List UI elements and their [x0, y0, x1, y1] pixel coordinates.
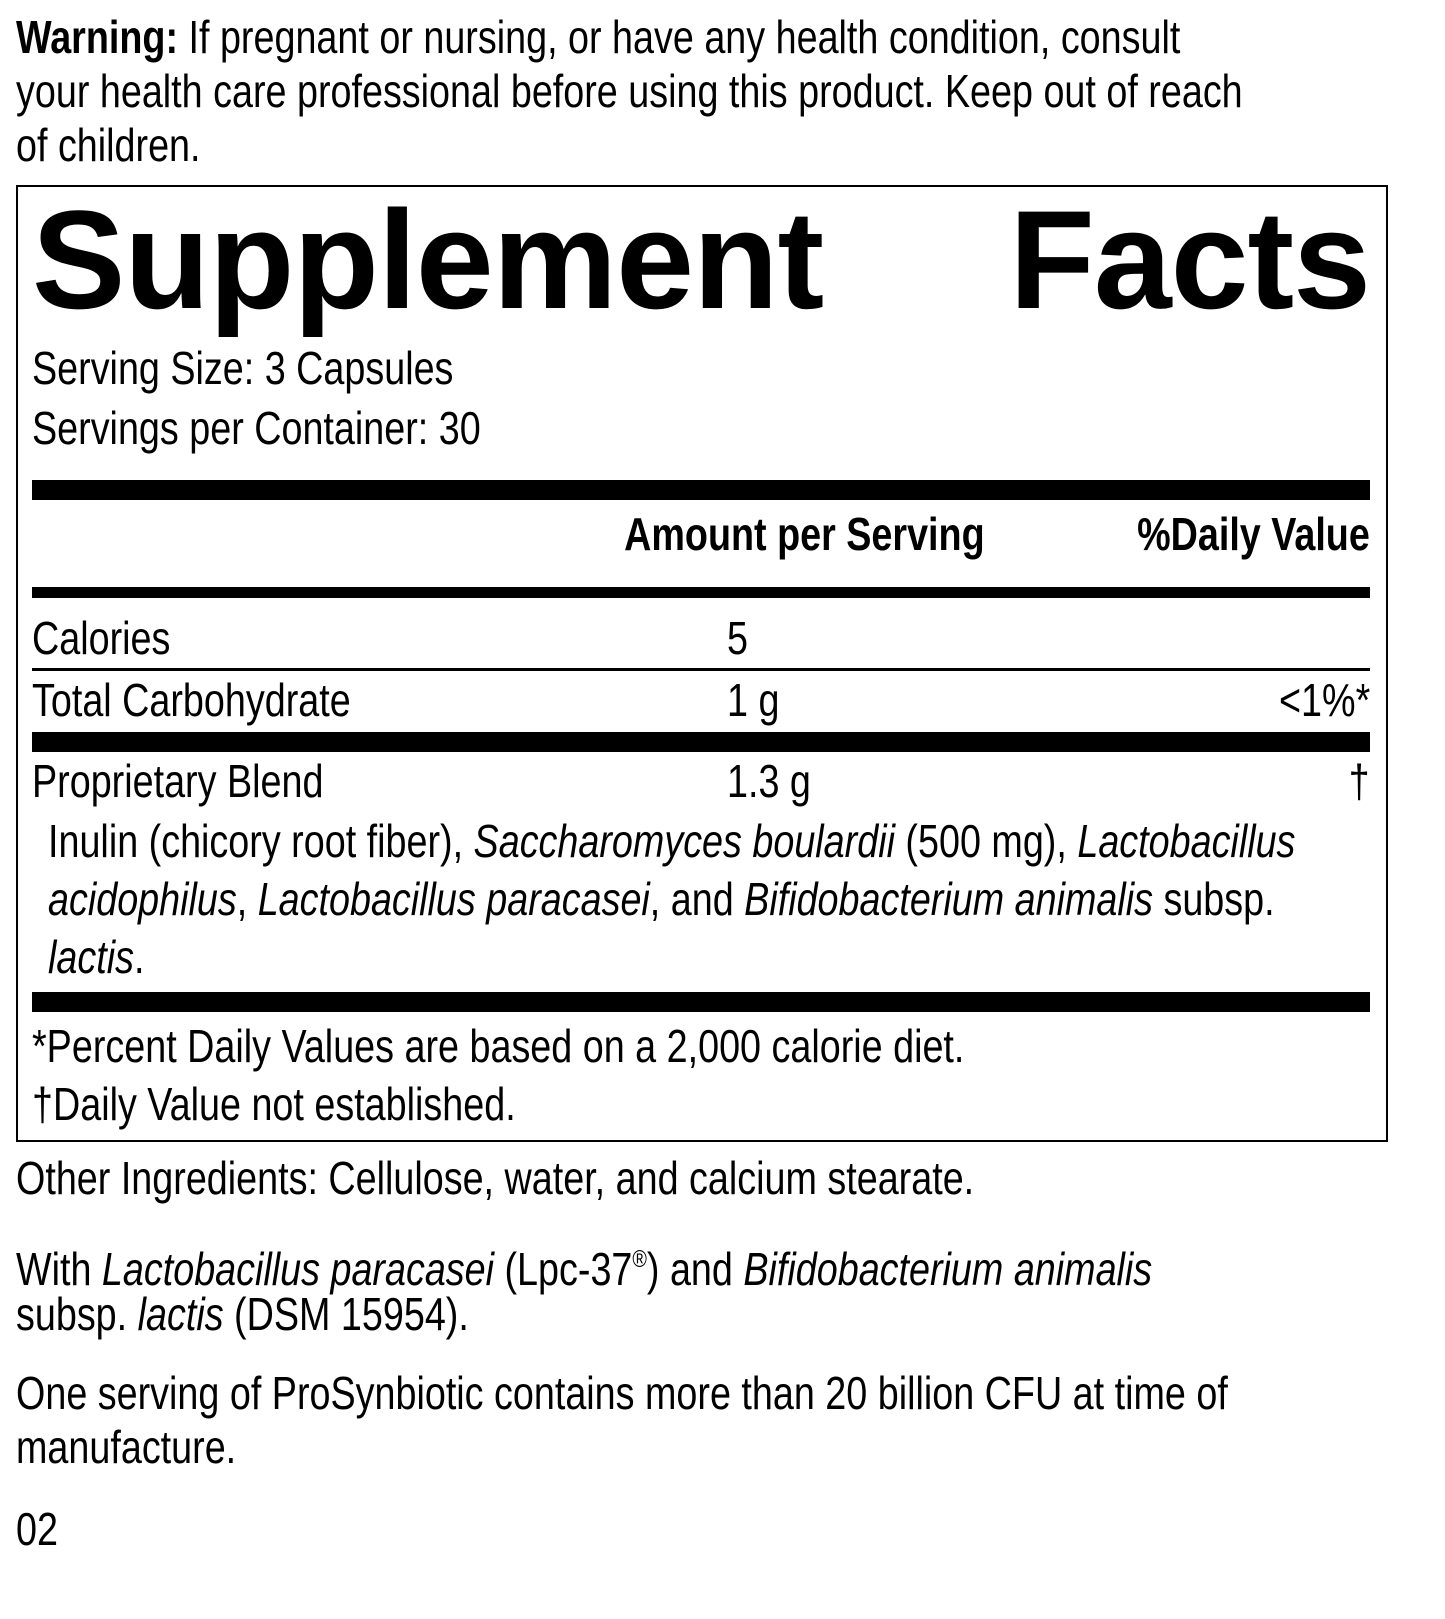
cfu-line-2: manufacture.: [16, 1421, 237, 1473]
row-blend-dv: †: [1349, 755, 1370, 807]
text-segment: ) and: [646, 1243, 744, 1295]
text-segment: subsp.: [1152, 873, 1275, 925]
with-line-1: With Lactobacillus paracasei (Lpc-37®) a…: [16, 1237, 1402, 1292]
row-carb-amount: 1 g: [727, 674, 780, 726]
italic-text: lactis: [137, 1288, 224, 1340]
serving-size: Serving Size: 3 Capsules: [32, 342, 454, 394]
cfu-line-1: One serving of ProSynbiotic contains mor…: [16, 1367, 1228, 1419]
title-word-1: Supplement: [32, 181, 824, 338]
title-word-2: Facts: [1009, 181, 1371, 338]
warning-line-3: of children.: [16, 119, 201, 171]
servings-per-container: Servings per Container: 30: [32, 402, 481, 454]
italic-text: lactis: [48, 931, 134, 983]
warning-line-2: your health care professional before usi…: [16, 65, 1243, 117]
footnote-not-established: †Daily Value not established.: [32, 1078, 516, 1130]
text-segment: ,: [236, 873, 258, 925]
text-segment: subsp.: [16, 1288, 138, 1340]
thick-divider: [32, 732, 1370, 752]
text-segment: (500 mg),: [894, 815, 1078, 867]
row-blend-amount: 1.3 g: [727, 755, 811, 807]
registered-mark: ®: [632, 1246, 647, 1273]
footnote-daily-values: *Percent Daily Values are based on a 2,0…: [32, 1020, 965, 1072]
italic-text: Bifidobacterium animalis: [744, 873, 1153, 925]
italic-text: acidophilus: [48, 873, 237, 925]
panel-title: Supplement Facts: [32, 181, 1371, 338]
italic-text: Lactobacillus paracasei: [257, 873, 650, 925]
thick-divider: [32, 480, 1370, 500]
warning-text: If pregnant or nursing, or have any heal…: [188, 11, 1181, 63]
text-segment: .: [133, 931, 145, 983]
warning-label: Warning:: [16, 11, 179, 63]
medium-divider: [32, 587, 1370, 598]
row-calories-name: Calories: [32, 612, 171, 664]
row-calories-amount: 5: [727, 612, 748, 664]
page-code: 02: [16, 1503, 58, 1555]
italic-text: Bifidobacterium animalis: [743, 1243, 1153, 1295]
italic-text: Lactobacillus paracasei: [101, 1243, 495, 1295]
header-amount: Amount per Serving: [624, 508, 985, 560]
text-segment: With: [16, 1243, 102, 1295]
with-line-2: subsp. lactis (DSM 15954).: [16, 1291, 568, 1337]
text-segment: Inulin (chicory root fiber),: [48, 815, 474, 867]
thick-divider: [32, 992, 1370, 1012]
italic-text: Saccharomyces boulardii: [473, 815, 895, 867]
row-carb-name: Total Carbohydrate: [32, 674, 351, 726]
blend-line-1: Inulin (chicory root fiber), Saccharomyc…: [48, 818, 1445, 864]
text-segment: (Lpc-37: [494, 1243, 633, 1295]
blend-line-2: acidophilus, Lactobacillus paracasei, an…: [48, 876, 1445, 922]
thin-divider: [32, 668, 1370, 671]
row-carb-dv: <1%*: [1278, 674, 1370, 726]
row-blend-name: Proprietary Blend: [32, 755, 324, 807]
text-segment: (DSM 15954).: [223, 1288, 469, 1340]
italic-text: Lactobacillus: [1077, 815, 1296, 867]
text-segment: , and: [649, 873, 745, 925]
header-daily-value: %Daily Value: [1137, 508, 1370, 560]
other-ingredients: Other Ingredients: Cellulose, water, and…: [16, 1152, 975, 1204]
warning-line-1: Warning: If pregnant or nursing, or have…: [16, 14, 1436, 60]
blend-line-3: lactis.: [48, 934, 166, 980]
supplement-facts-panel: [16, 185, 1388, 1142]
